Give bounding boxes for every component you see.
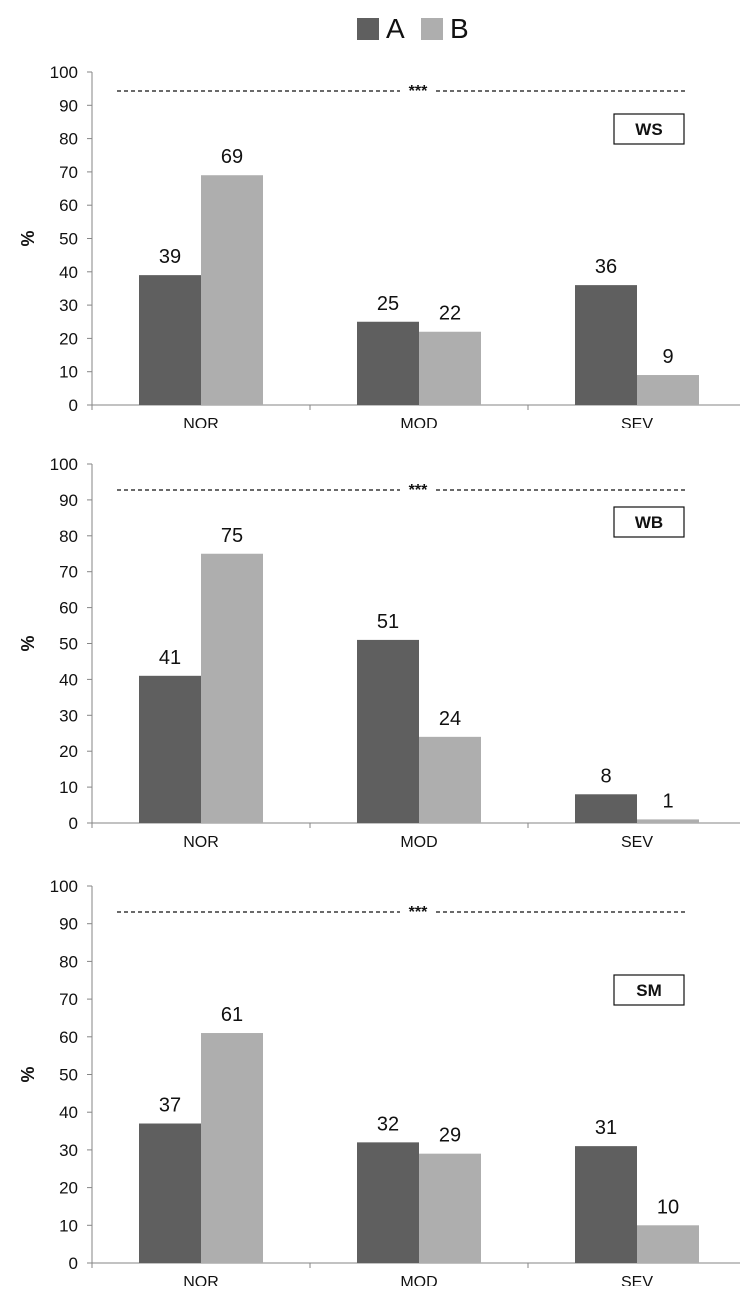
y-tick-label: 30 [59,296,78,315]
y-tick-label: 30 [59,1141,78,1160]
panel-label: WS [635,120,662,139]
bar-b-mod [419,1153,481,1263]
y-tick-label: 0 [69,814,78,833]
data-label: 32 [377,1113,399,1135]
y-tick-label: 100 [50,455,78,474]
x-tick-label: NOR [183,416,219,428]
panel-label-box [613,974,685,1006]
y-tick-label: 70 [59,563,78,582]
y-tick-label: 20 [59,742,78,761]
y-tick-label: 90 [59,491,78,510]
significance-marker: *** [409,904,428,921]
legend-label-a: A [386,13,405,44]
data-label: 51 [377,611,399,633]
legend-swatch-b [421,18,443,40]
data-label: 9 [662,346,673,368]
y-tick-label: 20 [59,1179,78,1198]
bar-a-mod [357,1142,419,1263]
bar-a-nor [139,1123,201,1263]
y-tick-label: 90 [59,96,78,115]
y-tick-label: 40 [59,670,78,689]
bar-a-nor [139,675,201,823]
bar-b-sev [637,1225,699,1263]
y-tick-label: 10 [59,1216,78,1235]
y-tick-label: 80 [59,130,78,149]
data-label: 69 [221,146,243,168]
x-tick-label: SEV [621,1274,653,1286]
bar-a-sev [575,285,637,405]
x-tick-label: NOR [183,834,219,850]
x-tick-label: MOD [400,834,437,850]
y-tick-label: 10 [59,778,78,797]
bar-a-sev [575,794,637,823]
bar-b-sev [637,819,699,823]
y-tick-label: 60 [59,599,78,618]
bar-b-nor [201,175,263,405]
bar-b-nor [201,553,263,823]
y-tick-label: 50 [59,635,78,654]
panel-label: WB [635,513,663,532]
panel-label: SM [636,981,662,1000]
significance-marker: *** [409,482,428,499]
bar-a-mod [357,321,419,405]
data-label: 10 [657,1196,679,1218]
bar-a-nor [139,275,201,405]
y-tick-label: 0 [69,396,78,415]
data-label: 8 [600,765,611,787]
bar-b-mod [419,331,481,405]
panel-label-box [613,113,685,145]
data-label: 25 [377,293,399,315]
y-tick-label: 60 [59,196,78,215]
chart-legend: A B [0,10,742,46]
data-label: 75 [221,525,243,547]
y-axis-label: % [18,635,38,651]
x-tick-label: NOR [183,1274,219,1286]
bar-b-nor [201,1033,263,1263]
data-label: 22 [439,303,461,325]
y-tick-label: 100 [50,877,78,896]
x-tick-label: MOD [400,1274,437,1286]
y-tick-label: 100 [50,63,78,82]
bar-b-sev [637,375,699,405]
data-label: 36 [595,256,617,278]
y-tick-label: 0 [69,1254,78,1273]
y-tick-label: 30 [59,706,78,725]
data-label: 61 [221,1004,243,1026]
x-tick-label: MOD [400,416,437,428]
data-label: 1 [662,790,673,812]
significance-marker: *** [409,83,428,100]
bar-chart-ws: 0 10 20 30 40 50 60 70 80 90 100% 39 69 NOR 25 22 MOD 36 9… [18,63,740,428]
data-label: 41 [159,647,181,669]
data-label: 31 [595,1117,617,1139]
y-axis-label: % [18,1066,38,1082]
y-tick-label: 70 [59,163,78,182]
y-tick-label: 80 [59,527,78,546]
data-label: 39 [159,246,181,268]
y-tick-label: 50 [59,1066,78,1085]
x-tick-label: SEV [621,416,653,428]
y-tick-label: 10 [59,363,78,382]
bar-a-sev [575,1146,637,1263]
y-tick-label: 50 [59,230,78,249]
y-axis-label: % [18,230,38,246]
bar-chart-wb: 0 10 20 30 40 50 60 70 80 90 100% 41 75 NOR 51 24 MOD 8 1 S… [18,455,740,850]
y-tick-label: 60 [59,1028,78,1047]
y-tick-label: 40 [59,1103,78,1122]
x-tick-label: SEV [621,834,653,850]
panel-label-box [613,506,685,538]
y-tick-label: 20 [59,329,78,348]
y-tick-label: 40 [59,263,78,282]
legend-label-b: B [450,13,469,44]
y-tick-label: 80 [59,952,78,971]
data-label: 37 [159,1095,181,1117]
legend-swatch-a [357,18,379,40]
y-tick-label: 70 [59,990,78,1009]
bar-b-mod [419,736,481,823]
data-label: 29 [439,1125,461,1147]
bar-a-mod [357,639,419,823]
data-label: 24 [439,708,461,730]
bar-chart-sm: 0 10 20 30 40 50 60 70 80 90 100% 37 61 NOR 32 29 MOD 31 1… [18,877,740,1286]
y-tick-label: 90 [59,915,78,934]
